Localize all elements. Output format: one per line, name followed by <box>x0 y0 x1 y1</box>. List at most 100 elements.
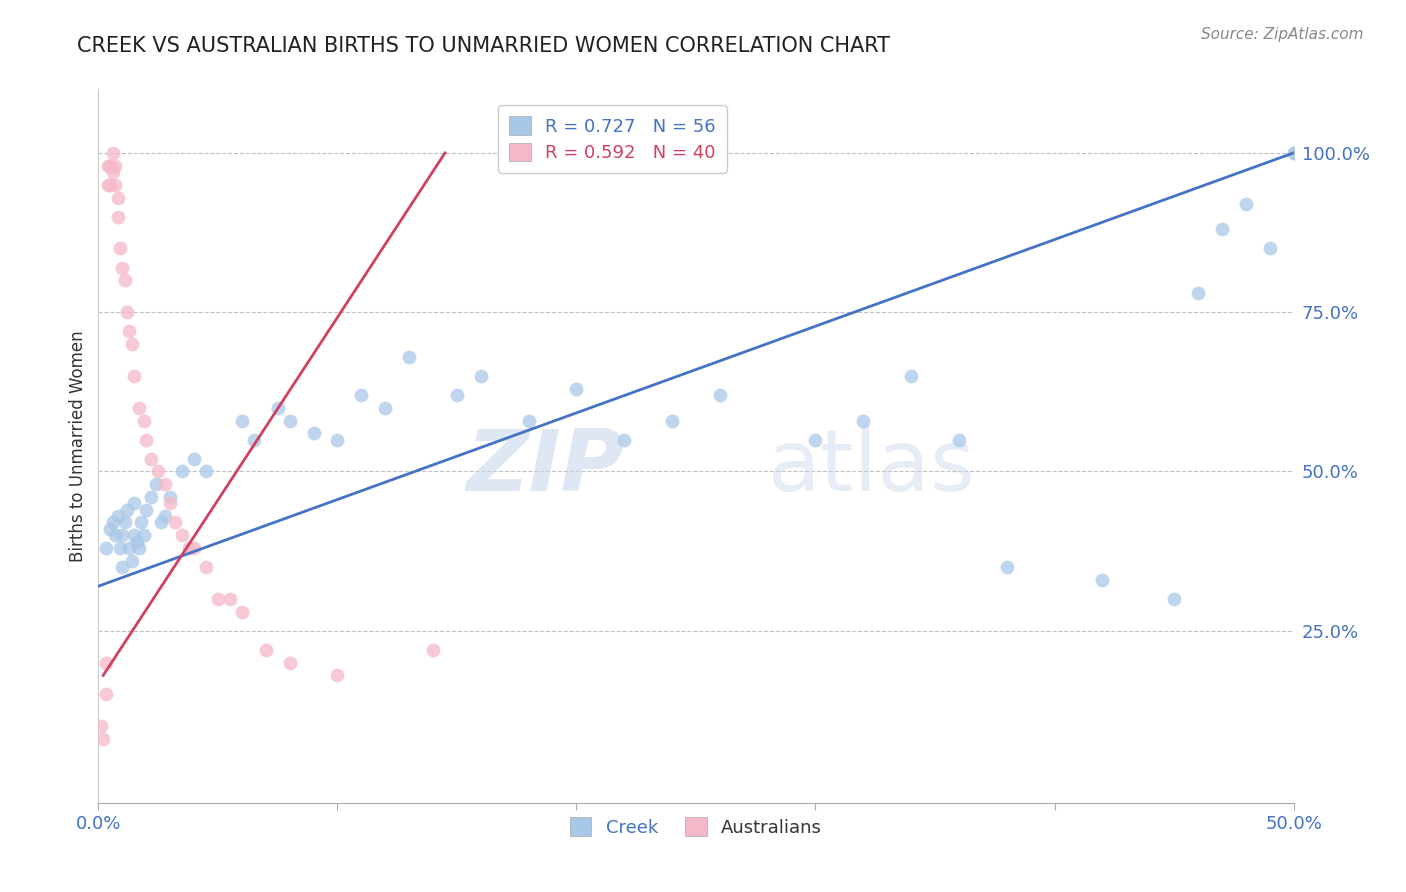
Point <box>101 145 124 160</box>
Point <box>94 656 117 670</box>
Point <box>267 401 290 415</box>
Point <box>172 528 194 542</box>
Point <box>118 541 141 555</box>
Point <box>135 502 157 516</box>
Point <box>398 350 420 364</box>
Point <box>1091 573 1114 587</box>
Point <box>108 541 131 555</box>
Point <box>278 413 301 427</box>
Point <box>124 528 146 542</box>
Point <box>172 465 194 479</box>
Point <box>709 388 731 402</box>
Point <box>1258 242 1281 256</box>
Point <box>121 554 143 568</box>
Point <box>159 496 181 510</box>
Point <box>1282 145 1305 160</box>
Point <box>155 509 177 524</box>
Point <box>114 273 136 287</box>
Point <box>422 643 444 657</box>
Point <box>219 591 242 606</box>
Point <box>101 165 124 179</box>
Point <box>128 401 150 415</box>
Point <box>231 605 253 619</box>
Point <box>149 516 172 530</box>
Point <box>350 388 373 402</box>
Point <box>98 178 122 192</box>
Point <box>94 541 117 555</box>
Point <box>207 591 229 606</box>
Point <box>97 178 120 192</box>
Point <box>804 433 827 447</box>
Point <box>94 688 117 702</box>
Point <box>254 643 277 657</box>
Point <box>118 324 141 338</box>
Point <box>104 178 127 192</box>
Point <box>852 413 875 427</box>
Point <box>243 433 266 447</box>
Point <box>565 382 588 396</box>
Point <box>661 413 683 427</box>
Point <box>148 465 170 479</box>
Point <box>131 516 153 530</box>
Point <box>900 368 922 383</box>
Point <box>114 516 136 530</box>
Point <box>195 560 218 574</box>
Point <box>613 433 636 447</box>
Point <box>111 260 134 275</box>
Point <box>163 516 186 530</box>
Text: CREEK VS AUSTRALIAN BIRTHS TO UNMARRIED WOMEN CORRELATION CHART: CREEK VS AUSTRALIAN BIRTHS TO UNMARRIED … <box>77 36 890 55</box>
Point <box>104 159 127 173</box>
Point <box>183 541 205 555</box>
Point <box>115 502 138 516</box>
Point <box>107 210 129 224</box>
Point <box>107 509 129 524</box>
Point <box>108 242 131 256</box>
Point <box>107 190 129 204</box>
Point <box>139 490 162 504</box>
Point <box>115 305 138 319</box>
Point <box>470 368 492 383</box>
Point <box>124 496 146 510</box>
Point <box>145 477 167 491</box>
Point <box>231 413 253 427</box>
Point <box>948 433 970 447</box>
Point <box>128 541 150 555</box>
Text: Source: ZipAtlas.com: Source: ZipAtlas.com <box>1201 27 1364 42</box>
Point <box>97 159 120 173</box>
Point <box>132 528 155 542</box>
Point <box>1163 591 1185 606</box>
Point <box>90 719 112 733</box>
Point <box>326 668 349 682</box>
Point <box>121 337 143 351</box>
Point <box>125 534 148 549</box>
Y-axis label: Births to Unmarried Women: Births to Unmarried Women <box>69 330 87 562</box>
Point <box>1282 145 1305 160</box>
Legend: Creek, Australians: Creek, Australians <box>562 810 830 844</box>
Text: ZIP: ZIP <box>467 425 624 509</box>
Point <box>91 732 114 747</box>
Point <box>135 433 157 447</box>
Point <box>1234 197 1257 211</box>
Point <box>179 541 201 555</box>
Point <box>159 490 181 504</box>
Point <box>98 159 122 173</box>
Point <box>124 368 146 383</box>
Point <box>446 388 468 402</box>
Point <box>995 560 1018 574</box>
Point <box>183 451 205 466</box>
Point <box>278 656 301 670</box>
Point <box>517 413 540 427</box>
Point <box>374 401 396 415</box>
Point <box>155 477 177 491</box>
Text: atlas: atlas <box>768 425 976 509</box>
Point <box>98 522 122 536</box>
Point <box>111 528 134 542</box>
Point <box>101 516 124 530</box>
Point <box>111 560 134 574</box>
Point <box>195 465 218 479</box>
Point <box>1211 222 1233 236</box>
Point <box>104 528 127 542</box>
Point <box>139 451 162 466</box>
Point <box>302 426 325 441</box>
Point <box>1187 286 1209 301</box>
